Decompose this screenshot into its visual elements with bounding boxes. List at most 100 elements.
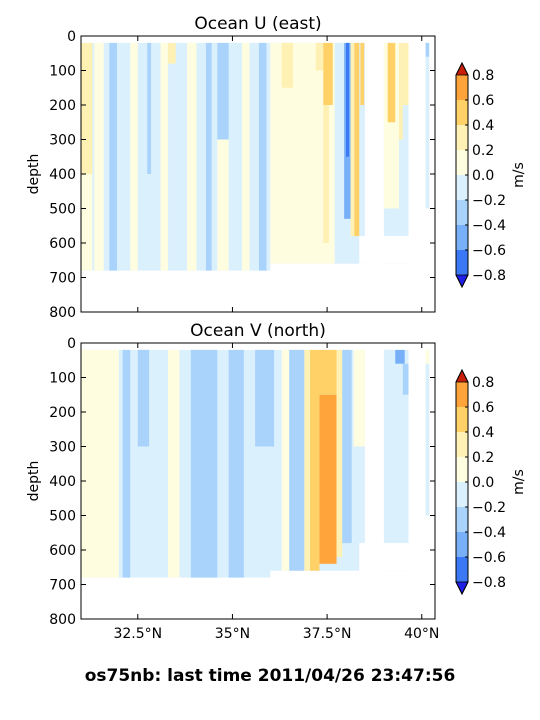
contour-band — [281, 349, 290, 571]
contour-band — [346, 42, 350, 157]
contour-band — [94, 42, 104, 271]
y-tick-label: 200 — [49, 98, 76, 114]
colorbar-tick-label: −0.6 — [472, 550, 506, 566]
contour-band — [168, 42, 176, 64]
colorbar-tick-label: 0.2 — [472, 143, 494, 159]
colorbar-over-arrow — [455, 369, 469, 383]
colorbar-tick-label: −0.2 — [472, 500, 506, 516]
contour-band — [137, 349, 150, 447]
contour-band — [402, 42, 409, 105]
colorbar-segment — [456, 557, 468, 582]
colorbar-tick-label: 0.4 — [472, 118, 494, 134]
colorbar-segment — [456, 250, 468, 275]
y-tick-label: 300 — [49, 133, 76, 149]
y-axis-label: depth — [26, 154, 42, 195]
colorbar-tick-label: −0.4 — [472, 218, 506, 234]
colorbar-over-arrow — [455, 62, 469, 76]
contour-band — [387, 42, 396, 123]
colorbar-tick-label: 0.4 — [472, 425, 494, 441]
x-tick-label: 32.5°N — [113, 626, 162, 642]
contour-band — [402, 363, 409, 395]
colorbar-segment — [456, 75, 468, 100]
x-tick-label: 35°N — [215, 626, 250, 642]
contour-band — [109, 42, 117, 271]
colorbar-under-arrow — [455, 274, 469, 288]
colorbar-tick-label: 0.2 — [472, 450, 494, 466]
colorbar-segment — [456, 457, 468, 482]
no-data-region — [364, 343, 384, 619]
contour-band — [354, 42, 360, 237]
contour-band — [336, 42, 345, 230]
no-data-region — [408, 343, 426, 619]
contour-band — [289, 349, 305, 571]
contour-band — [255, 349, 275, 447]
colorbar-segment — [456, 175, 468, 200]
contour-band — [241, 42, 250, 271]
no-data-region — [270, 570, 435, 619]
colorbar-label: m/s — [511, 469, 527, 495]
colorbar-segment — [456, 200, 468, 225]
y-tick-label: 400 — [49, 167, 76, 183]
contour-band — [353, 349, 365, 447]
contour-band — [190, 349, 218, 578]
figure-footer-title: os75nb: last time 2011/04/26 23:47:56 — [84, 666, 456, 686]
chart-title: Ocean U (east) — [194, 14, 321, 34]
colorbar-segment — [456, 482, 468, 507]
y-tick-label: 600 — [49, 236, 76, 252]
contour-band — [258, 42, 267, 271]
y-tick-label: 300 — [49, 440, 76, 456]
y-tick-label: 800 — [49, 305, 76, 321]
colorbar-segment — [456, 432, 468, 457]
colorbar-tick-label: 0.8 — [472, 68, 494, 84]
colorbar-tick-label: 0.0 — [472, 475, 494, 491]
data-field — [81, 36, 435, 312]
contour-band — [425, 349, 430, 364]
contour-band — [130, 42, 138, 271]
contour-band — [350, 42, 355, 237]
y-axis-label: depth — [26, 461, 42, 502]
y-tick-label: 200 — [49, 405, 76, 421]
y-tick-label: 500 — [49, 509, 76, 525]
contour-band — [81, 174, 93, 271]
y-tick-label: 100 — [49, 64, 76, 80]
y-tick-label: 800 — [49, 612, 76, 628]
x-tick-label: 37.5°N — [303, 626, 352, 642]
contour-band — [304, 349, 311, 571]
colorbar-tick-label: −0.8 — [472, 268, 506, 284]
contour-band — [395, 349, 405, 364]
contour-band — [228, 349, 244, 578]
contour-band — [399, 42, 403, 140]
contour-band — [342, 349, 352, 544]
colorbar-segment — [456, 407, 468, 432]
colorbar-segment — [456, 150, 468, 175]
no-data-region — [270, 263, 435, 312]
colorbar-tick-label: 0.8 — [472, 375, 494, 391]
colorbar-segment — [456, 382, 468, 407]
colorbar-tick-label: −0.4 — [472, 525, 506, 541]
contour-band — [187, 42, 197, 271]
y-tick-label: 400 — [49, 474, 76, 490]
colorbar-segment — [456, 100, 468, 125]
panel-ocean-u: Ocean U (east) depth m/s 0 100 200 300 400 50… — [26, 14, 527, 321]
colorbar-segment — [456, 532, 468, 557]
contour-band — [217, 139, 229, 271]
x-tick-label: 40°N — [404, 626, 439, 642]
contour-band — [383, 349, 396, 516]
contour-band — [217, 42, 229, 140]
y-tick-label: 0 — [67, 336, 76, 352]
colorbar-segment — [456, 507, 468, 532]
chart-title: Ocean V (north) — [190, 321, 326, 341]
y-tick-label: 0 — [67, 29, 76, 45]
contour-band — [310, 349, 320, 571]
contour-band — [168, 349, 180, 578]
contour-band — [323, 349, 329, 385]
colorbar-segment — [456, 225, 468, 250]
contour-band — [205, 42, 212, 271]
contour-band — [323, 105, 329, 243]
y-tick-label: 500 — [49, 202, 76, 218]
no-data-region — [364, 36, 384, 312]
colorbar-tick-label: −0.6 — [472, 243, 506, 259]
panel-ocean-v: Ocean V (north) depth m/s 0 100 200 300 400 5… — [26, 321, 527, 642]
contour-band — [360, 42, 365, 105]
